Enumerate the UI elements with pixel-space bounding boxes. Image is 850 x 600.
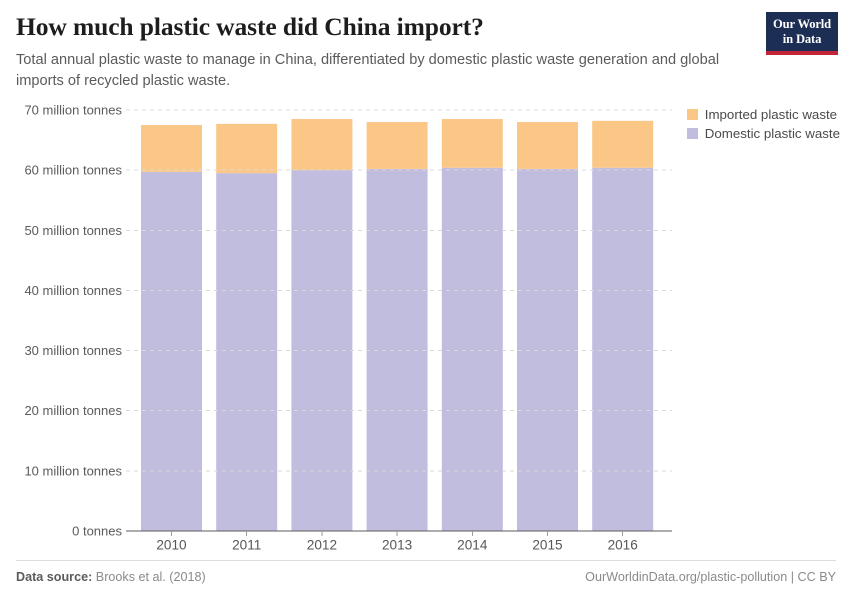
bar-segment-imported[interactable] [216, 123, 278, 174]
legend-swatch-imported [686, 109, 698, 120]
our-world-in-data-logo[interactable]: Our World in Data [766, 12, 838, 55]
data-source-value: Brooks et al. (2018) [95, 570, 206, 584]
y-axis-tick-label: 20 million tonnes [24, 403, 122, 418]
bars-group [141, 119, 654, 532]
bar-segment-imported[interactable] [291, 119, 353, 171]
bar-segment-imported[interactable] [366, 122, 428, 169]
chart-footer: Data source: Brooks et al. (2018) OurWor… [16, 570, 836, 584]
x-axis-tick-label: 2016 [608, 538, 638, 553]
x-axis-tick-label: 2014 [457, 538, 488, 553]
bar-segment-domestic[interactable] [517, 168, 578, 531]
footer-attribution[interactable]: OurWorldinData.org/plastic-pollution | C… [585, 570, 836, 584]
bar-segment-imported[interactable] [441, 119, 503, 168]
chart-subtitle: Total annual plastic waste to manage in … [16, 52, 720, 90]
x-axis-tick-label: 2015 [532, 538, 562, 553]
logo-line-1: Our World [772, 17, 832, 31]
bar-segment-domestic[interactable] [216, 173, 278, 531]
chart-header: How much plastic waste did China import?… [16, 12, 756, 92]
y-axis-tick-label: 50 million tonnes [24, 223, 122, 238]
y-axis-labels: 0 tonnes 10 million tonnes 20 million tonn… [24, 103, 122, 539]
legend-label-domestic: Domestic plastic waste [704, 125, 840, 141]
data-source-label: Data source: [16, 570, 93, 584]
y-axis-tick-label: 30 million tonnes [24, 343, 122, 358]
legend-swatch-domestic [686, 128, 698, 139]
logo-line-2: in Data [782, 31, 822, 46]
bar-segment-domestic[interactable] [366, 168, 428, 531]
legend-item-imported[interactable]: Imported plastic waste [686, 105, 840, 124]
y-axis-tick-label: 10 million tonnes [24, 463, 122, 478]
x-axis-tick-label: 2013 [382, 538, 412, 553]
y-axis-tick-label: 70 million tonnes [24, 103, 122, 118]
data-source: Data source: Brooks et al. (2018) [16, 570, 206, 584]
footer-divider [16, 560, 836, 561]
x-axis-group: 2010 2011 2012 2013 2014 2015 2016 [126, 530, 672, 553]
y-axis-tick-label: 40 million tonnes [24, 283, 122, 298]
chart-legend: Imported plastic waste Domestic plastic … [686, 105, 840, 143]
bar-segment-domestic[interactable] [141, 171, 202, 531]
x-axis-tick-label: 2011 [232, 538, 261, 553]
gridlines-overlay-group [126, 109, 672, 472]
x-axis-tick-label: 2010 [156, 538, 187, 553]
bar-segment-domestic[interactable] [441, 167, 503, 532]
x-axis-tick-label: 2012 [307, 538, 337, 553]
bar-segment-imported[interactable] [517, 122, 578, 169]
y-axis-tick-label: 0 tonnes [72, 524, 122, 539]
y-axis-tick-label: 60 million tonnes [24, 163, 122, 178]
legend-label-imported: Imported plastic waste [704, 106, 838, 122]
bar-segment-imported[interactable] [592, 120, 654, 168]
legend-item-domestic[interactable]: Domestic plastic waste [686, 124, 840, 143]
bar-segment-domestic[interactable] [592, 167, 654, 532]
bar-segment-imported[interactable] [141, 125, 202, 172]
page-title: How much plastic waste did China import? [16, 12, 484, 41]
